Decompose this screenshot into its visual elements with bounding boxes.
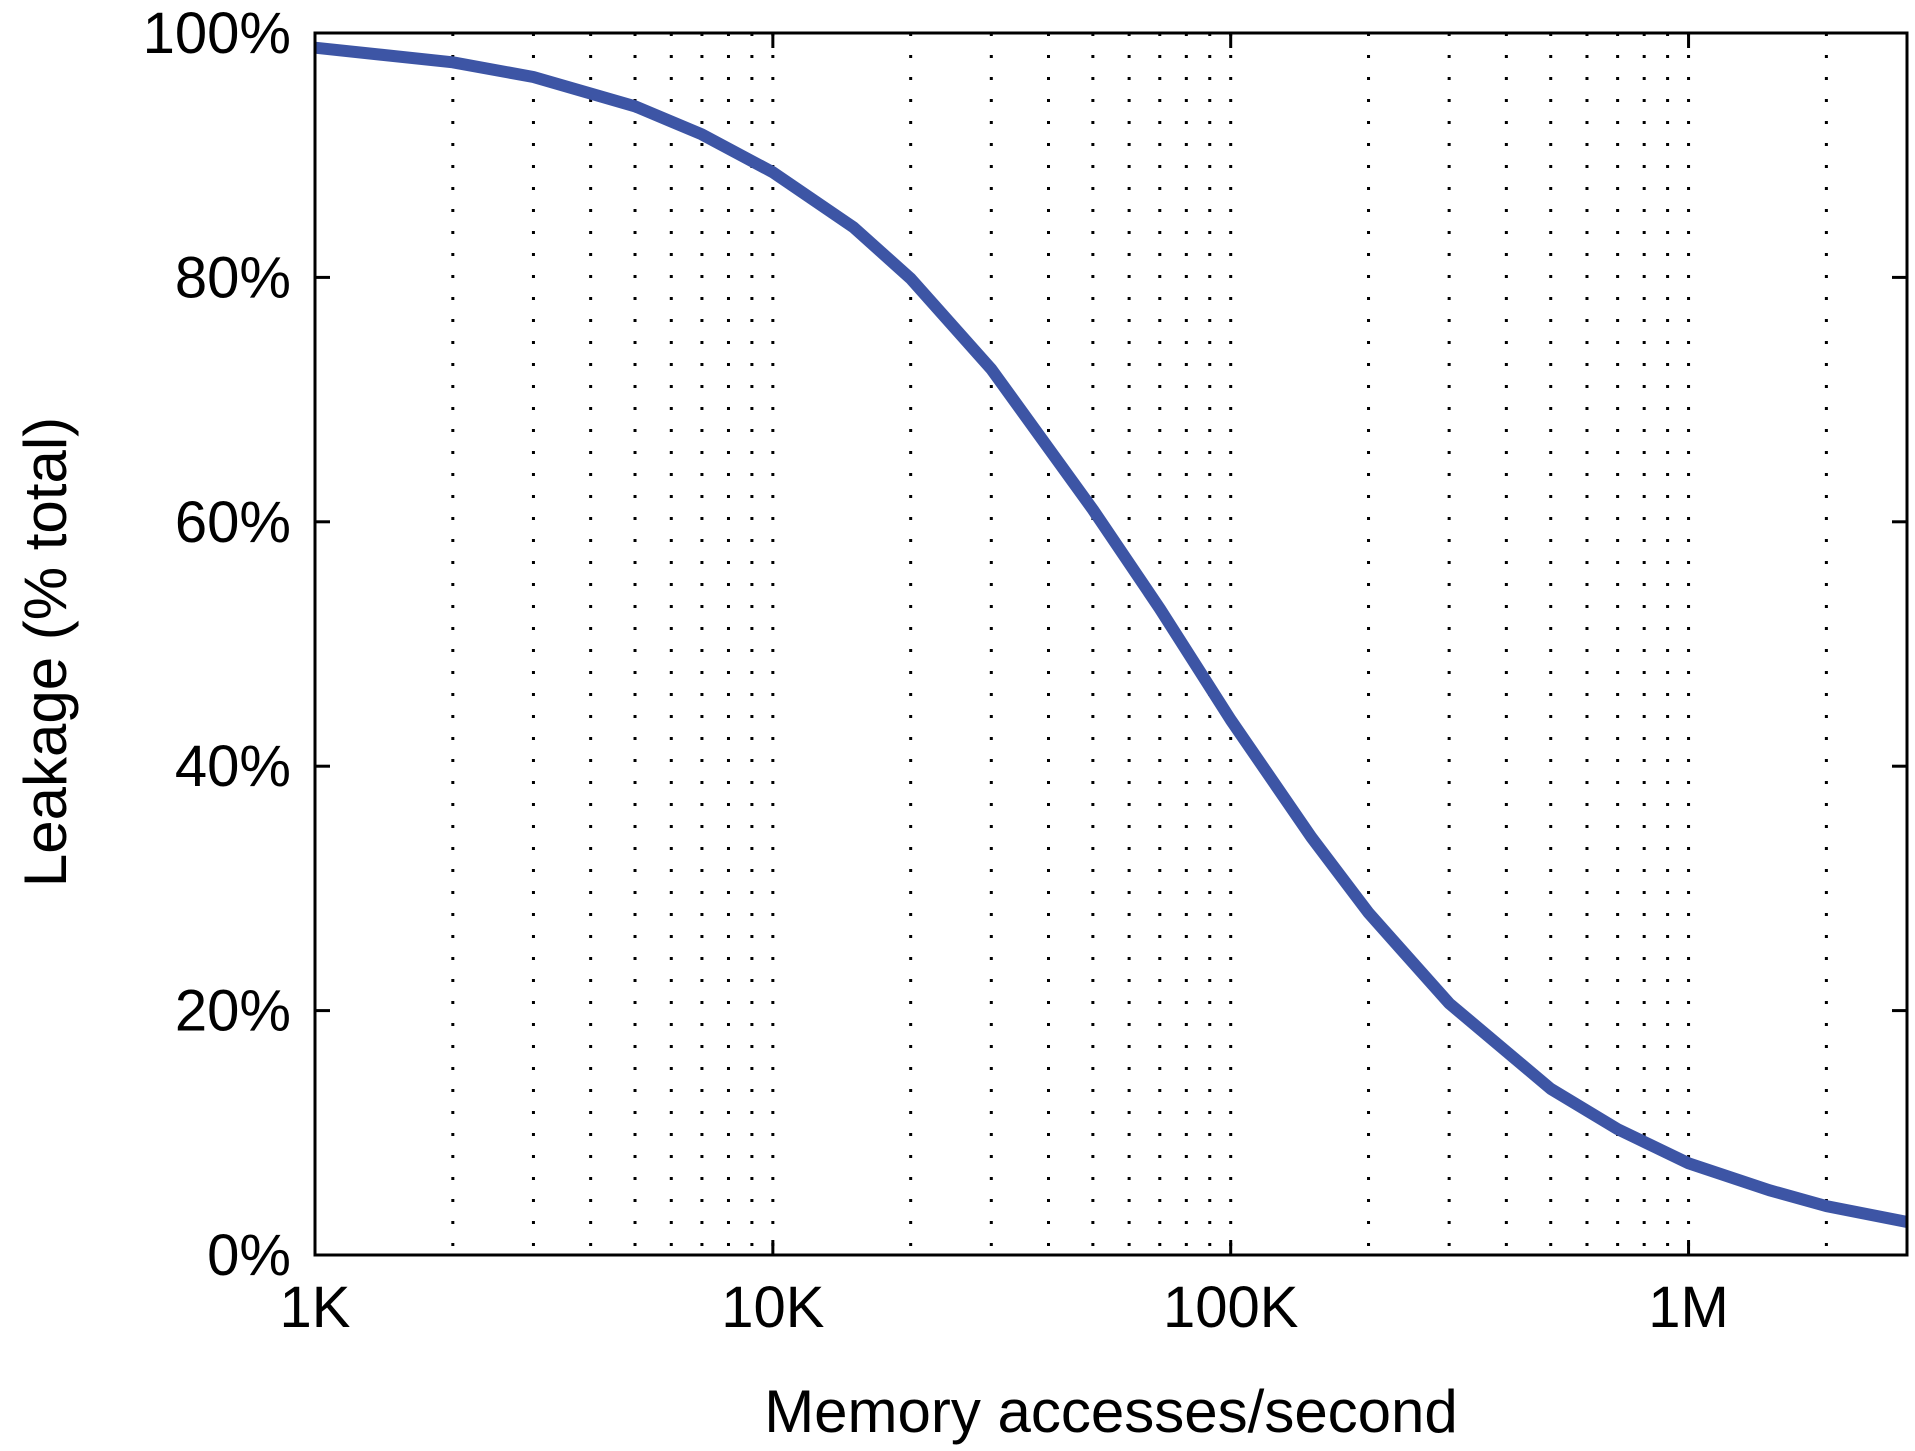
x-tick-label: 1K bbox=[280, 1275, 351, 1340]
y-tick-label: 100% bbox=[143, 1, 291, 66]
x-tick-label: 1M bbox=[1648, 1275, 1729, 1340]
tick-labels: 1K 10K 100K 1M 0% 20% 40% 60% 80% 100% bbox=[143, 1, 1729, 1340]
minor-gridlines bbox=[451, 33, 1828, 1255]
y-tick-label: 0% bbox=[207, 1223, 291, 1288]
axis-ticks bbox=[313, 31, 1907, 1257]
y-tick-label: 60% bbox=[175, 490, 291, 555]
series-line bbox=[314, 41, 1909, 1228]
x-axis-label: Memory accesses/second bbox=[764, 1378, 1458, 1445]
y-tick-label: 80% bbox=[175, 245, 291, 310]
y-tick-label: 20% bbox=[175, 979, 291, 1044]
y-axis-label: Leakage (% total) bbox=[12, 417, 79, 887]
plot-frame bbox=[313, 31, 1909, 1257]
x-tick-label: 10K bbox=[721, 1275, 825, 1340]
x-tick-label: 100K bbox=[1163, 1275, 1299, 1340]
y-tick-label: 40% bbox=[175, 734, 291, 799]
